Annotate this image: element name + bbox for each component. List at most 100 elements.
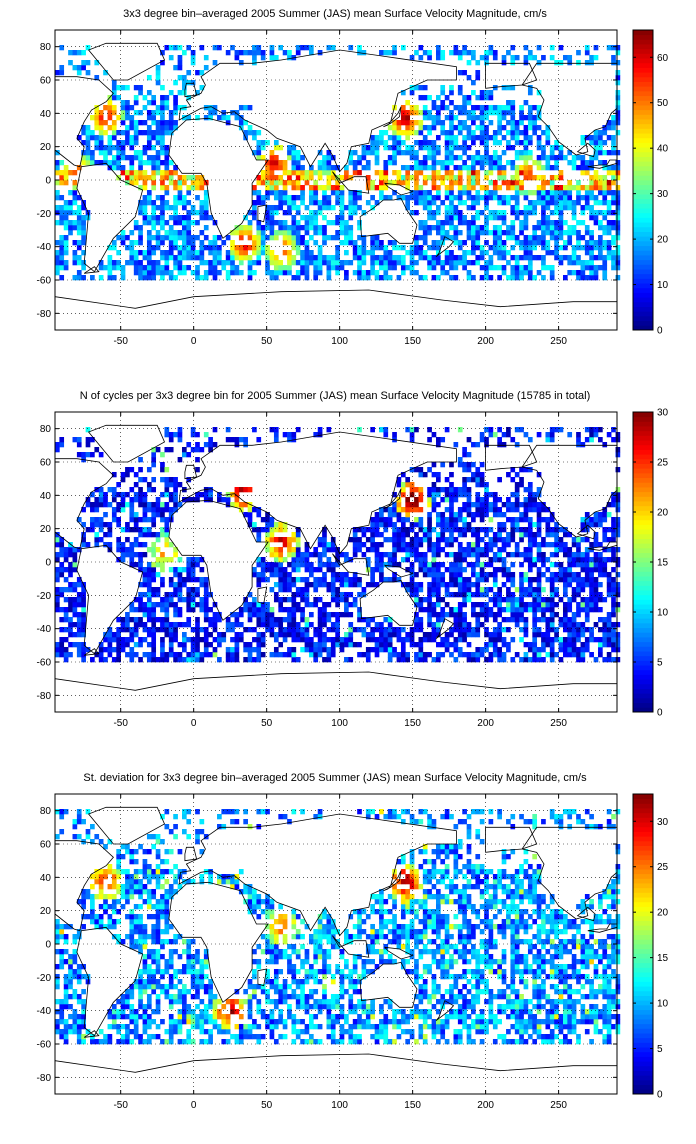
data-cell [462, 165, 467, 170]
data-cell [440, 572, 445, 577]
data-cell [567, 225, 572, 230]
data-cell [344, 235, 349, 240]
data-cell [397, 482, 402, 487]
data-cell [274, 160, 279, 165]
data-cell [248, 130, 253, 135]
data-cell [81, 657, 86, 662]
data-cell [340, 592, 345, 597]
data-cell [440, 125, 445, 130]
data-cell [248, 617, 253, 622]
data-cell [449, 537, 454, 542]
data-cell [195, 447, 200, 452]
data-cell [143, 607, 148, 612]
data-cell [554, 240, 559, 245]
data-cell [173, 627, 178, 632]
data-cell [313, 180, 318, 185]
data-cell [217, 235, 222, 240]
data-cell [121, 115, 126, 120]
data-cell [519, 427, 524, 432]
data-cell [484, 160, 489, 165]
data-cell [545, 160, 550, 165]
data-cell [77, 205, 82, 210]
data-cell [515, 150, 520, 155]
data-cell [151, 547, 156, 552]
data-cell [471, 160, 476, 165]
data-cell [309, 225, 314, 230]
data-cell [541, 587, 546, 592]
data-cell [77, 597, 82, 602]
data-cell [226, 627, 231, 632]
data-cell [68, 220, 73, 225]
data-cell [432, 125, 437, 130]
colorbar-segment [633, 105, 653, 110]
data-cell [410, 562, 415, 567]
data-cell [427, 572, 432, 577]
data-cell [353, 250, 358, 255]
data-cell [331, 582, 336, 587]
colorbar-segment [633, 63, 653, 68]
data-cell [510, 562, 515, 567]
data-cell [572, 245, 577, 250]
data-cell [73, 632, 78, 637]
data-cell [528, 150, 533, 155]
data-cell [270, 275, 275, 280]
data-cell [440, 517, 445, 522]
data-cell [335, 642, 340, 647]
data-cell [432, 145, 437, 150]
data-cell [607, 185, 612, 190]
data-cell [375, 140, 380, 145]
data-cell [467, 652, 472, 657]
data-cell [576, 260, 581, 265]
data-cell [318, 230, 323, 235]
data-cell [506, 225, 511, 230]
data-cell [68, 552, 73, 557]
data-cell [344, 552, 349, 557]
data-cell [108, 140, 113, 145]
data-cell [484, 602, 489, 607]
data-cell [454, 215, 459, 220]
data-cell [278, 547, 283, 552]
data-cell [379, 622, 384, 627]
data-cell [594, 220, 599, 225]
data-cell [449, 577, 454, 582]
data-cell [77, 215, 82, 220]
data-cell [458, 457, 463, 462]
data-cell [200, 602, 205, 607]
data-cell [462, 652, 467, 657]
data-cell [59, 240, 64, 245]
data-cell [178, 260, 183, 265]
data-cell [121, 642, 126, 647]
data-cell [440, 180, 445, 185]
data-cell [156, 235, 161, 240]
data-cell [528, 170, 533, 175]
data-cell [537, 160, 542, 165]
data-cell [274, 527, 279, 532]
data-cell [383, 637, 388, 642]
data-cell [519, 120, 524, 125]
data-cell [191, 557, 196, 562]
data-cell [151, 567, 156, 572]
data-cell [186, 220, 191, 225]
data-cell [208, 270, 213, 275]
data-cell [432, 602, 437, 607]
data-cell [414, 597, 419, 602]
data-cell [278, 607, 283, 612]
data-cell [252, 572, 257, 577]
data-cell [392, 260, 397, 265]
data-cell [291, 155, 296, 160]
data-cell [291, 612, 296, 617]
data-cell [77, 592, 82, 597]
data-cell [164, 260, 169, 265]
data-cell [397, 537, 402, 542]
data-cell [278, 160, 283, 165]
data-cell [502, 195, 507, 200]
data-cell [418, 165, 423, 170]
data-cell [344, 250, 349, 255]
data-cell [173, 255, 178, 260]
data-cell [318, 245, 323, 250]
data-cell [467, 75, 472, 80]
data-cell [160, 552, 165, 557]
data-cell [283, 240, 288, 245]
data-cell [537, 60, 542, 65]
data-cell [502, 642, 507, 647]
